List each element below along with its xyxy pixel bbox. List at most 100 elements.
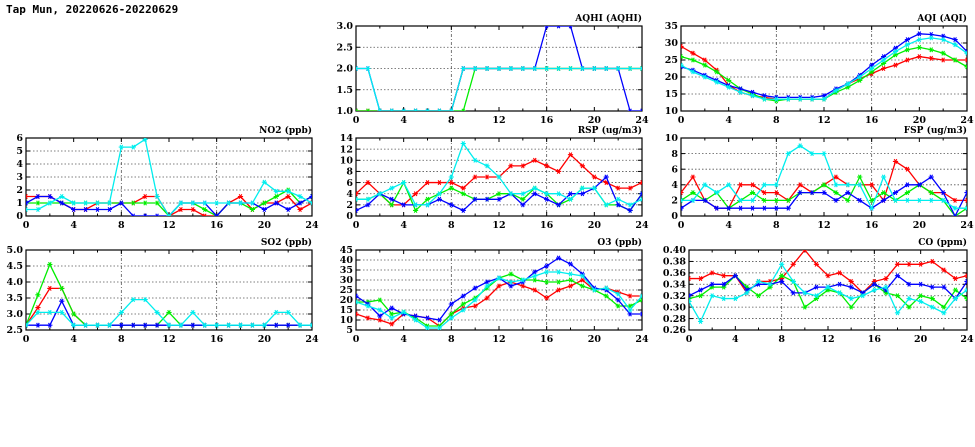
x-tick-label: 8 bbox=[118, 220, 125, 231]
y-tick-label: 3.0 bbox=[336, 21, 353, 32]
y-tick-label: 12 bbox=[340, 144, 353, 155]
y-tick-label: 2 bbox=[346, 200, 353, 211]
x-tick-label: 24 bbox=[960, 220, 974, 231]
series-aqi-day2 bbox=[681, 44, 967, 104]
x-tick-label: 0 bbox=[353, 334, 360, 345]
chart-panel-co: CO (ppm) 0.26 0.28 0.30 0.32 0.34 0.36 0.38 0.40… bbox=[655, 232, 975, 352]
y-tick-label: 2 bbox=[16, 185, 23, 196]
x-tick-label: 12 bbox=[821, 334, 834, 345]
y-tick-label: 30 bbox=[340, 275, 354, 286]
chart-title-rsp: RSP (ug/m3) bbox=[578, 125, 642, 136]
y-tick-label: 5.0 bbox=[6, 245, 23, 256]
x-tick-label: 24 bbox=[635, 334, 649, 345]
x-tick-label: 20 bbox=[588, 334, 602, 345]
x-tick-label: 4 bbox=[400, 220, 407, 231]
chart-panel-no2: NO2 (ppb) 0 1 2 3 4 5 6 0 4 8 12 16 20 24 bbox=[0, 120, 320, 238]
x-tick-label: 0 bbox=[678, 220, 685, 231]
y-tick-label: 5 bbox=[16, 146, 23, 157]
x-tick-label: 24 bbox=[635, 115, 649, 126]
y-tick-label: 3.0 bbox=[6, 309, 23, 320]
chart-panel-aqhi: AQHI (AQHI) 1.0 1.5 2.0 2.5 3.0 0 4 8 12 16 20 24 bbox=[330, 8, 650, 133]
x-tick-label: 16 bbox=[865, 220, 879, 231]
series-o3-day1 bbox=[356, 277, 642, 329]
chart-panel-o3: O3 (ppb) 5 10 15 20 25 30 35 40 45 0 4 8 12 16 20 24 bbox=[330, 232, 650, 352]
y-tick-label: 0.38 bbox=[663, 257, 687, 268]
y-tick-label: 2.5 bbox=[6, 325, 23, 336]
y-tick-label: 4 bbox=[671, 180, 678, 191]
y-tick-label: 6 bbox=[346, 178, 353, 189]
y-tick-label: 2 bbox=[671, 196, 678, 207]
chart-panel-aqi: AQI (AQI) 10 15 20 25 30 35 0 4 8 12 16 20 24 bbox=[655, 8, 975, 133]
x-tick-label: 0 bbox=[686, 334, 693, 345]
x-tick-label: 0 bbox=[23, 334, 30, 345]
y-tick-label: 2.5 bbox=[336, 42, 353, 53]
y-tick-label: 0 bbox=[16, 211, 23, 222]
y-tick-label: 35 bbox=[665, 21, 678, 32]
y-tick-label: 8 bbox=[346, 167, 353, 178]
y-tick-label: 25 bbox=[340, 285, 353, 296]
y-tick-label: 4 bbox=[346, 189, 353, 200]
x-tick-label: 4 bbox=[400, 115, 407, 126]
y-tick-label: 10 bbox=[665, 106, 679, 117]
y-tick-label: 14 bbox=[340, 133, 354, 144]
y-tick-label: 0.30 bbox=[663, 302, 687, 313]
x-tick-label: 8 bbox=[773, 220, 780, 231]
x-tick-label: 4 bbox=[725, 115, 732, 126]
y-tick-label: 15 bbox=[340, 305, 353, 316]
x-tick-label: 12 bbox=[162, 334, 175, 345]
y-tick-label: 1.0 bbox=[336, 106, 353, 117]
x-tick-label: 8 bbox=[773, 115, 780, 126]
y-tick-label: 8 bbox=[671, 149, 678, 160]
x-tick-label: 20 bbox=[588, 115, 602, 126]
x-tick-label: 16 bbox=[540, 220, 554, 231]
y-tick-label: 10 bbox=[340, 155, 354, 166]
gridlines-rsp bbox=[356, 138, 642, 216]
x-tick-label: 0 bbox=[353, 220, 360, 231]
series-so2-day1 bbox=[26, 285, 312, 328]
y-tick-label: 6 bbox=[671, 164, 678, 175]
chart-panel-fsp: FSP (ug/m3) 0 2 4 6 8 10 0 4 8 12 16 20 24 bbox=[655, 120, 975, 238]
y-tick-label: 0.36 bbox=[663, 268, 687, 279]
y-tick-label: 35 bbox=[340, 265, 353, 276]
x-tick-label: 12 bbox=[817, 115, 830, 126]
series-so2-day4 bbox=[26, 297, 312, 328]
y-tick-label: 10 bbox=[665, 133, 679, 144]
y-tick-label: 30 bbox=[665, 38, 679, 49]
chart-title-co: CO (ppm) bbox=[918, 237, 967, 248]
x-tick-label: 16 bbox=[210, 334, 224, 345]
x-tick-label: 16 bbox=[540, 115, 554, 126]
y-tick-label: 3.5 bbox=[6, 293, 23, 304]
x-tick-label: 24 bbox=[635, 220, 649, 231]
y-tick-label: 0.32 bbox=[663, 291, 686, 302]
x-tick-label: 20 bbox=[258, 334, 272, 345]
y-tick-label: 4 bbox=[16, 159, 23, 170]
chart-title-fsp: FSP (ug/m3) bbox=[904, 125, 967, 136]
series-fsp-day4 bbox=[681, 143, 967, 211]
x-tick-label: 8 bbox=[448, 334, 455, 345]
x-tick-label: 8 bbox=[118, 334, 125, 345]
x-tick-label: 4 bbox=[70, 220, 77, 231]
x-tick-label: 20 bbox=[588, 220, 602, 231]
x-tick-label: 4 bbox=[70, 334, 77, 345]
x-tick-label: 12 bbox=[162, 220, 175, 231]
y-tick-label: 10 bbox=[340, 315, 354, 326]
y-tick-label: 2.0 bbox=[336, 64, 353, 75]
series-no2-day4 bbox=[26, 138, 312, 216]
x-tick-label: 24 bbox=[960, 334, 974, 345]
x-tick-label: 0 bbox=[23, 220, 30, 231]
series-rsp-day4 bbox=[356, 141, 642, 208]
series-co-day4 bbox=[689, 261, 967, 324]
gridlines-fsp bbox=[681, 138, 967, 216]
x-tick-label: 24 bbox=[305, 334, 319, 345]
chart-title-o3: O3 (ppb) bbox=[597, 237, 642, 248]
x-tick-label: 24 bbox=[960, 115, 974, 126]
y-tick-label: 4.0 bbox=[6, 277, 23, 288]
y-tick-label: 1.5 bbox=[336, 85, 353, 96]
x-tick-label: 16 bbox=[868, 334, 882, 345]
figure-title: Tap Mun, 20220626-20220629 bbox=[6, 3, 179, 16]
series-aqi-day1 bbox=[681, 43, 967, 102]
plot-frame-fsp bbox=[680, 137, 968, 217]
y-tick-label: 0.34 bbox=[663, 279, 687, 290]
gridlines-so2 bbox=[26, 250, 312, 330]
